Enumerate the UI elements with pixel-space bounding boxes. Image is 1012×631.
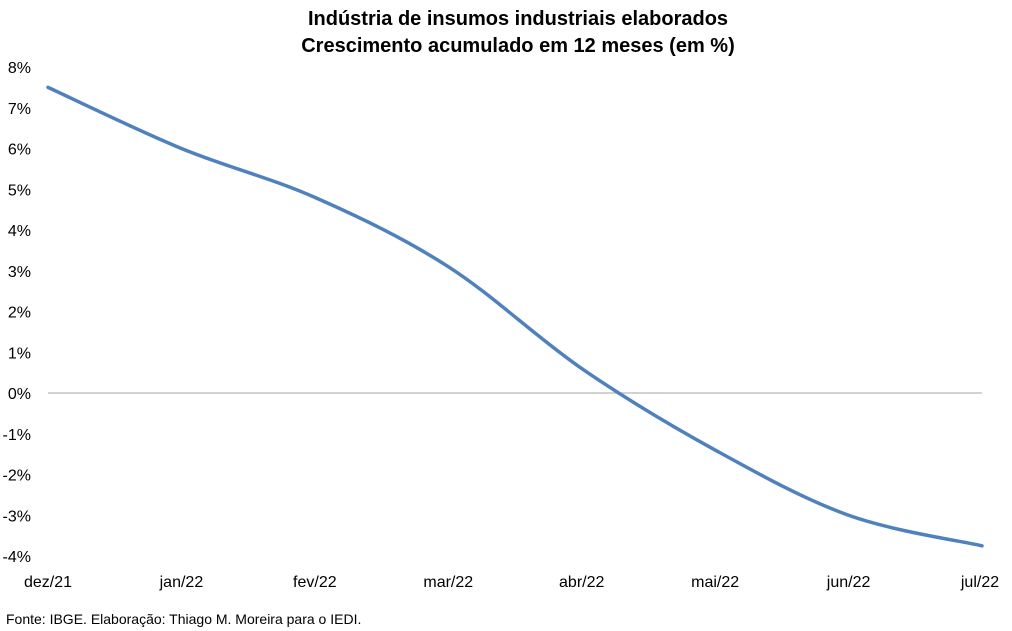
- x-tick-label: mar/22: [423, 574, 473, 591]
- data-point: [847, 513, 851, 517]
- data-point: [446, 265, 450, 269]
- source-note: Fonte: IBGE. Elaboração: Thiago M. Morei…: [6, 611, 362, 627]
- data-point: [46, 85, 50, 89]
- x-tick-label: jul/22: [960, 574, 999, 591]
- x-axis: dez/21 jan/22 fev/22 mar/22 abr/22 mai/22 jun/…: [24, 574, 999, 591]
- y-tick-label: 2%: [8, 305, 31, 322]
- y-tick-label: 0%: [8, 386, 31, 403]
- y-tick-label: 1%: [8, 345, 31, 362]
- y-tick-label: 3%: [8, 264, 31, 281]
- y-axis: -4% -3% -2% -1% 0% 1% 2% 3% 4% 5% 6% 7% 8%: [3, 60, 31, 566]
- x-tick-label: dez/21: [24, 574, 72, 591]
- y-tick-label: -2%: [3, 468, 31, 485]
- x-tick-label: mai/22: [691, 574, 739, 591]
- x-tick-label: abr/22: [559, 574, 604, 591]
- x-tick-label: fev/22: [293, 574, 337, 591]
- chart-title-block: Indústria de insumos industriais elabora…: [0, 6, 1012, 60]
- data-point: [313, 195, 317, 199]
- y-tick-label: 8%: [8, 60, 31, 77]
- plot-area: [46, 85, 984, 548]
- data-point: [980, 544, 984, 548]
- data-point: [713, 448, 717, 452]
- series-line: [46, 85, 984, 548]
- x-tick-label: jan/22: [159, 574, 204, 591]
- y-tick-label: 4%: [8, 223, 31, 240]
- data-point: [179, 147, 183, 151]
- chart-subtitle: Crescimento acumulado em 12 meses (em %): [301, 35, 735, 57]
- x-tick-label: jun/22: [826, 574, 871, 591]
- y-tick-label: -4%: [3, 549, 31, 566]
- y-tick-label: -3%: [3, 508, 31, 525]
- data-point: [580, 367, 584, 371]
- y-tick-label: -1%: [3, 427, 31, 444]
- y-tick-label: 5%: [8, 182, 31, 199]
- chart-title: Indústria de insumos industriais elabora…: [307, 8, 729, 30]
- y-tick-label: 7%: [8, 101, 31, 118]
- y-tick-label: 6%: [8, 142, 31, 159]
